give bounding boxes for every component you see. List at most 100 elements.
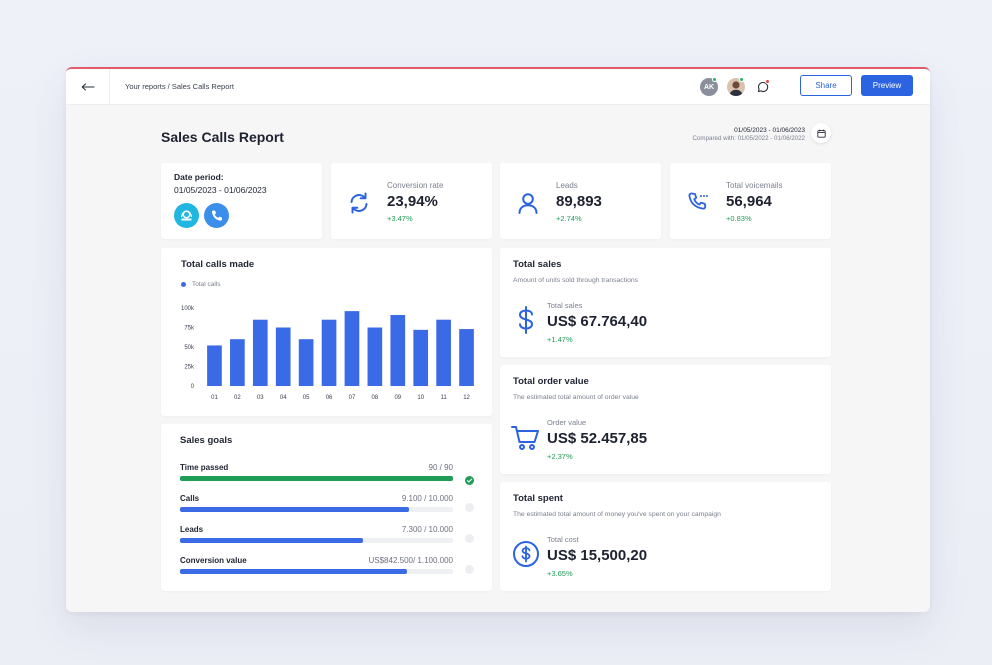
metric-label: Total sales — [547, 301, 583, 310]
goal-fill — [180, 538, 363, 543]
pending-status-icon — [465, 534, 474, 543]
bar-06 — [321, 319, 337, 386]
x-tick-label: 09 — [394, 395, 401, 401]
chart-legend[interactable]: Total calls — [181, 281, 221, 288]
goal-fill — [180, 476, 453, 481]
metric-value: US$ 15,500,20 — [547, 547, 648, 564]
top-bar: Your reports / Sales Calls Report AK Sha… — [66, 69, 930, 105]
goal-track — [180, 538, 453, 543]
legend-label: Total calls — [192, 281, 221, 288]
sales-goals-card: Sales goals Time passed 90 / 90 Calls 9.… — [161, 424, 492, 591]
x-tick-label: 04 — [280, 395, 287, 401]
metric-value: US$ 67.764,40 — [547, 313, 648, 330]
goal-value: US$842.500/ 1.100.000 — [368, 556, 453, 565]
card-title: Total sales — [513, 259, 562, 270]
metric-label: Total cost — [547, 535, 579, 544]
bar-05 — [298, 339, 314, 386]
calls-bar-chart: 0 25k 50k 75k 100k 01 02 03 04 05 06 07 08 09 10 11 12 — [181, 306, 474, 401]
bar-10 — [413, 329, 429, 386]
comments-button[interactable] — [755, 79, 771, 95]
phone-icon — [204, 203, 229, 228]
chat-bubble-icon — [757, 81, 769, 93]
goal-fill — [180, 507, 410, 512]
kpi-label: Total voicemails — [726, 181, 783, 190]
online-status-dot — [739, 77, 744, 82]
y-tick-label: 75k — [184, 326, 195, 332]
date-picker-button[interactable] — [811, 123, 831, 143]
date-period-label: Date period: — [174, 172, 224, 182]
back-button[interactable] — [66, 69, 110, 105]
kpi-value: 89,893 — [556, 193, 602, 210]
y-tick-label: 25k — [184, 365, 195, 371]
y-tick-label: 50k — [184, 345, 195, 351]
legend-swatch — [181, 282, 186, 287]
goal-value: 9.100 / 10.000 — [401, 494, 453, 503]
goal-leads: Leads 7.300 / 10.000 — [180, 525, 474, 545]
kpi-label: Conversion rate — [387, 181, 444, 190]
bar-03 — [252, 319, 268, 386]
card-subtitle: The estimated total amount of money you'… — [513, 511, 721, 518]
y-tick-label: 100k — [181, 306, 195, 312]
goal-track — [180, 507, 453, 512]
goal-value: 90 / 90 — [428, 463, 453, 472]
bar-04 — [275, 327, 291, 386]
card-title: Total order value — [513, 376, 589, 387]
online-status-dot — [712, 77, 717, 82]
kpi-label: Leads — [556, 181, 578, 190]
aircall-icon — [174, 203, 199, 228]
x-tick-label: 02 — [234, 395, 241, 401]
date-period-value: 01/05/2023 - 01/06/2023 — [174, 185, 267, 195]
x-tick-label: 07 — [349, 395, 356, 401]
card-subtitle: The estimated total amount of order valu… — [513, 394, 639, 401]
x-tick-label: 03 — [257, 395, 264, 401]
metric-label: Order value — [547, 418, 587, 427]
user-photo-icon — [729, 81, 743, 96]
goal-value: 7.300 / 10.000 — [401, 525, 453, 534]
card-subtitle: Amount of units sold through transaction… — [513, 277, 639, 284]
total-sales-card: Total sales Amount of units sold through… — [500, 248, 831, 357]
goal-name: Time passed — [180, 463, 229, 472]
metric-delta: +3.65% — [547, 569, 573, 578]
goal-fill — [180, 569, 407, 574]
bar-02 — [230, 339, 245, 386]
kpi-delta: +2.74% — [556, 214, 582, 223]
avatar-initials: AK — [703, 83, 715, 91]
avatar-user[interactable] — [727, 78, 745, 96]
date-range-display[interactable]: 01/05/2023 - 01/06/2023 Compared with: 0… — [693, 127, 805, 142]
x-tick-label: 08 — [372, 395, 379, 401]
y-tick-label: 0 — [191, 384, 195, 390]
metric-delta: +1.47% — [547, 335, 573, 344]
goal-name: Leads — [180, 525, 204, 534]
x-tick-label: 11 — [441, 395, 448, 401]
notification-dot — [765, 79, 770, 84]
sales-goals-title: Sales goals — [180, 435, 233, 446]
metric-value: US$ 52.457,85 — [547, 430, 648, 447]
kpi-delta: +3.47% — [387, 214, 413, 223]
x-tick-label: 05 — [303, 395, 310, 401]
goal-name: Conversion value — [180, 556, 247, 565]
refresh-icon — [350, 192, 368, 214]
page-title: Sales Calls Report — [161, 129, 284, 145]
x-tick-label: 12 — [463, 395, 470, 401]
breadcrumb[interactable]: Your reports / Sales Calls Report — [125, 82, 234, 91]
goal-track — [180, 476, 453, 481]
goal-conversion-value: Conversion value US$842.500/ 1.100.000 — [180, 556, 474, 576]
bar-01 — [207, 345, 222, 386]
avatar-ak[interactable]: AK — [700, 78, 718, 96]
bar-08 — [367, 327, 383, 386]
dollar-icon — [518, 306, 534, 334]
preview-button[interactable]: Preview — [861, 75, 913, 96]
cart-icon — [511, 426, 539, 450]
bar-11 — [436, 319, 451, 386]
kpi-card-total-voicemails: Total voicemails 56,964 +0.83% — [670, 163, 831, 239]
date-period-card: Date period: 01/05/2023 - 01/06/2023 — [161, 163, 322, 239]
voicemail-phone-icon — [688, 192, 708, 210]
x-tick-label: 06 — [326, 395, 333, 401]
pending-status-icon — [465, 565, 474, 574]
bar-12 — [459, 329, 474, 386]
report-window: Your reports / Sales Calls Report AK Sha… — [66, 67, 930, 612]
arrow-left-icon — [81, 83, 95, 91]
kpi-card-conversion-rate: Conversion rate 23,94% +3.47% — [331, 163, 492, 239]
bar-09 — [390, 315, 406, 386]
share-button[interactable]: Share — [800, 75, 852, 96]
